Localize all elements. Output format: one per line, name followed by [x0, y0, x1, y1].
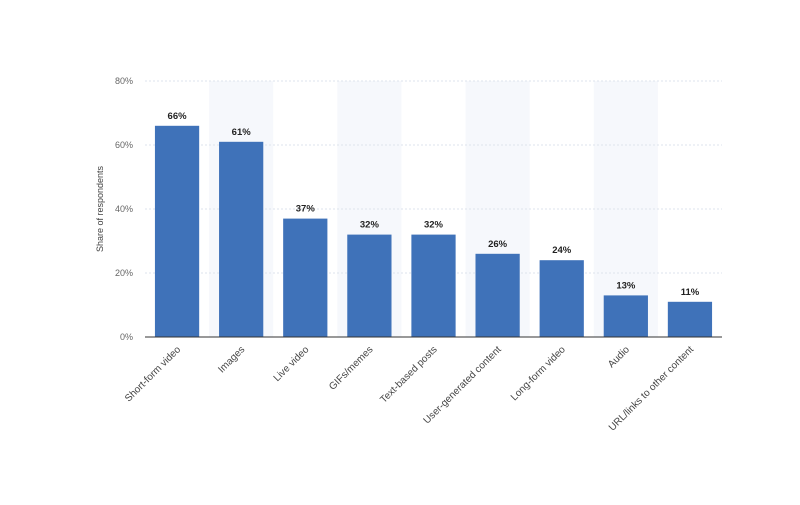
y-tick-label: 40%: [115, 204, 133, 214]
y-axis-title: Share of respondents: [95, 165, 105, 252]
data-label: 61%: [232, 127, 252, 138]
x-tick-label: Live video: [272, 344, 312, 384]
data-label: 24%: [552, 245, 572, 256]
x-axis-labels: Short-form video Images Live video GIFs/mem…: [123, 344, 696, 433]
data-label: 32%: [424, 220, 444, 231]
data-label: 26%: [488, 239, 508, 250]
bars: [154, 125, 713, 337]
bar: [154, 125, 200, 337]
x-tick-label: Short-form video: [123, 344, 183, 404]
y-tick-label: 80%: [115, 76, 133, 86]
bar: [539, 260, 584, 337]
bar: [219, 141, 264, 337]
x-tick-label: Images: [216, 344, 247, 375]
x-tick-label: Audio: [606, 344, 632, 370]
y-tick-label: 20%: [115, 268, 133, 278]
y-tick-label: 0%: [120, 332, 133, 342]
y-tick-label: 60%: [115, 140, 133, 150]
bar: [667, 301, 713, 337]
data-label: 13%: [616, 280, 636, 291]
bar: [475, 253, 520, 337]
data-label: 11%: [681, 287, 700, 298]
data-labels: 66% 61% 37% 32% 32% 26% 24% 13% 11%: [168, 111, 700, 298]
x-tick-label: GIFs/memes: [327, 344, 375, 392]
bar: [603, 295, 648, 337]
y-axis-ticks: 0% 20% 40% 60% 80%: [115, 76, 133, 342]
bar: [347, 234, 392, 337]
bar: [283, 218, 328, 337]
x-tick-label: Text-based posts: [378, 344, 439, 405]
bar: [411, 234, 456, 337]
x-tick-label: Long-form video: [509, 344, 568, 403]
data-label: 32%: [360, 220, 380, 231]
data-label: 37%: [296, 204, 316, 215]
data-label: 66%: [168, 111, 188, 122]
